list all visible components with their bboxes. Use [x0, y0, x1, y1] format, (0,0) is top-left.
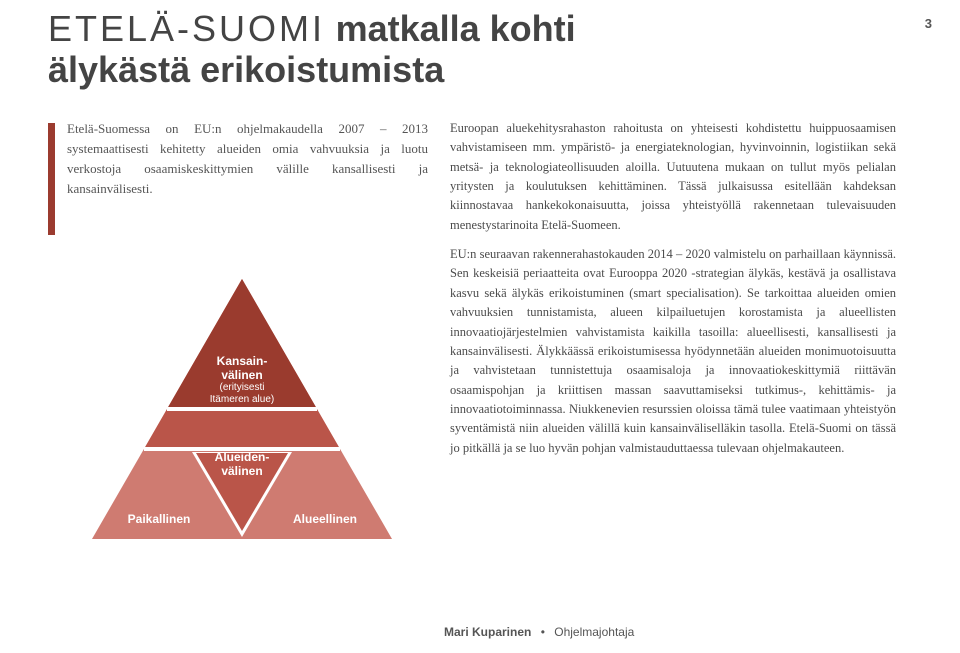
- title-light: ETELÄ-SUOMI: [48, 8, 325, 49]
- intro-row: Etelä-Suomessa on EU:n ohjelmakaudella 2…: [48, 119, 428, 235]
- page-number: 3: [925, 16, 932, 31]
- triangle-top-sub2: Itämeren alue): [92, 394, 392, 406]
- author-role: Ohjelmajohtaja: [554, 625, 634, 639]
- triangle-label-top: Kansain- välinen (erityisesti Itämeren a…: [92, 355, 392, 406]
- page-title: ETELÄ-SUOMI matkalla kohti älykästä erik…: [48, 8, 896, 91]
- body-paragraph-1: Euroopan aluekehitysrahaston rahoitusta …: [450, 119, 896, 235]
- author-line: Mari Kuparinen • Ohjelmajohtaja: [444, 625, 634, 639]
- triangle-label-bottom-right: Alueellinen: [270, 513, 380, 527]
- columns: Etelä-Suomessa on EU:n ohjelmakaudella 2…: [48, 119, 896, 549]
- right-column: Euroopan aluekehitysrahaston rahoitusta …: [450, 119, 896, 549]
- title-bold-2: älykästä erikoistumista: [48, 49, 444, 90]
- triangle-label-middle: Alueiden- välinen: [92, 451, 392, 479]
- intro-text: Etelä-Suomessa on EU:n ohjelmakaudella 2…: [67, 119, 428, 200]
- accent-bar: [48, 123, 55, 235]
- page: 3 ETELÄ-SUOMI matkalla kohti älykästä er…: [0, 0, 960, 653]
- title-bold-1: matkalla kohti: [336, 8, 576, 49]
- triangle-svg: [92, 279, 392, 549]
- triangle-mid-line2: välinen: [221, 464, 262, 478]
- triangle-top-line2: välinen: [221, 368, 262, 382]
- author-name: Mari Kuparinen: [444, 625, 531, 639]
- triangle-top-sub1: (erityisesti: [92, 382, 392, 394]
- triangle-label-bottom-left: Paikallinen: [104, 513, 214, 527]
- body-paragraph-2: EU:n seuraavan rakennerahastokauden 2014…: [450, 245, 896, 458]
- left-column: Etelä-Suomessa on EU:n ohjelmakaudella 2…: [48, 119, 428, 549]
- triangle-mid-line1: Alueiden-: [215, 450, 270, 464]
- triangle-diagram: Kansain- välinen (erityisesti Itämeren a…: [92, 279, 392, 549]
- author-separator-icon: •: [541, 625, 545, 639]
- triangle-top-line1: Kansain-: [217, 354, 268, 368]
